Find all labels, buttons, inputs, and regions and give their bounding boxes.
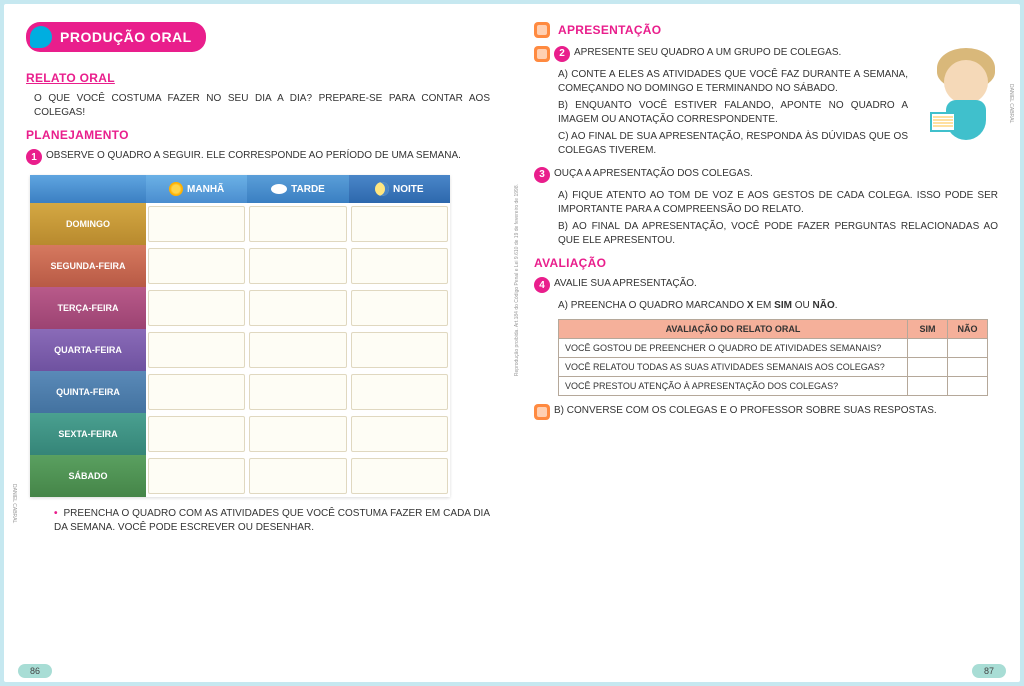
row-sexta: SEXTA-FEIRA: [30, 413, 450, 455]
page-left: PRODUÇÃO ORAL RELATO ORAL O QUE VOCÊ COS…: [4, 4, 512, 682]
eval-r1: VOCÊ GOSTOU DE PREENCHER O QUADRO DE ATI…: [559, 339, 908, 358]
item-2c: C) AO FINAL DE SUA APRESENTAÇÃO, RESPOND…: [534, 130, 908, 157]
header-corner: [30, 175, 146, 203]
credit-left: DANIEL CABRAL: [10, 484, 17, 523]
weekly-table: MANHÃ TARDE NOITE DOMINGO SEGUNDA-FEIRA …: [30, 175, 450, 497]
page-num-left: 86: [18, 664, 52, 678]
item-3a: A) FIQUE ATENTO AO TOM DE VOZ E AOS GEST…: [534, 189, 998, 216]
child-illustration: [926, 42, 1006, 152]
intro-text: O QUE VOCÊ COSTUMA FAZER NO SEU DIA A DI…: [26, 92, 490, 119]
credit-right: DANIEL CABRAL: [1007, 84, 1014, 123]
item-1: 1 OBSERVE O QUADRO A SEGUIR. ELE CORRESP…: [26, 149, 490, 165]
badge-label: PRODUÇÃO ORAL: [60, 28, 192, 47]
col-tarde: TARDE: [247, 175, 348, 203]
col-sim: SIM: [908, 319, 948, 338]
page-right: APRESENTAÇÃO 2 APRESENTE SEU QUADRO A UM…: [512, 4, 1020, 682]
row-terca: TERÇA-FEIRA: [30, 287, 450, 329]
bullet-icon: •: [54, 508, 58, 519]
leaf-icon: [30, 26, 52, 48]
sun-icon: [169, 182, 183, 196]
item-4b-row: B) CONVERSE COM OS COLEGAS E O PROFESSOR…: [534, 404, 998, 420]
book-spread: PRODUÇÃO ORAL RELATO ORAL O QUE VOCÊ COS…: [0, 0, 1024, 686]
title-apresentacao: APRESENTAÇÃO: [558, 22, 661, 38]
weekly-header: MANHÃ TARDE NOITE: [30, 175, 450, 203]
title-avaliacao: AVALIAÇÃO: [534, 255, 998, 271]
item-4a: A) PREENCHA O QUADRO MARCANDO X EM SIM O…: [534, 299, 998, 313]
item-2b: B) ENQUANTO VOCÊ ESTIVER FALANDO, APONTE…: [534, 99, 908, 126]
col-noite: NOITE: [349, 175, 450, 203]
item-4b: B) CONVERSE COM OS COLEGAS E O PROFESSOR…: [554, 404, 998, 418]
moon-icon: [375, 182, 389, 196]
title-planejamento: PLANEJAMENTO: [26, 127, 490, 143]
apresentacao-header: APRESENTAÇÃO: [534, 22, 998, 38]
num-3: 3: [534, 167, 550, 183]
item-3b: B) AO FINAL DA APRESENTAÇÃO, VOCÊ PODE F…: [534, 220, 998, 247]
item-3: 3 OUÇA A APRESENTAÇÃO DOS COLEGAS.: [534, 167, 998, 183]
item-2a: A) CONTE A ELES AS ATIVIDADES QUE VOCÊ F…: [534, 68, 908, 95]
talk-icon: [534, 404, 550, 420]
item-1-text: OBSERVE O QUADRO A SEGUIR. ELE CORRESPON…: [46, 149, 490, 163]
row-quarta: QUARTA-FEIRA: [30, 329, 450, 371]
page-num-right: 87: [972, 664, 1006, 678]
cloud-icon: [271, 184, 287, 194]
eval-r2: VOCÊ RELATOU TODAS AS SUAS ATIVIDADES SE…: [559, 358, 908, 377]
eval-r3: VOCÊ PRESTOU ATENÇÃO À APRESENTAÇÃO DOS …: [559, 377, 908, 396]
row-segunda: SEGUNDA-FEIRA: [30, 245, 450, 287]
pair-icon: [534, 46, 550, 62]
num-4: 4: [534, 277, 550, 293]
row-domingo: DOMINGO: [30, 203, 450, 245]
group-icon: [534, 22, 550, 38]
item-4: 4 AVALIE SUA APRESENTAÇÃO.: [534, 277, 998, 293]
eval-table: AVALIAÇÃO DO RELATO ORAL SIM NÃO VOCÊ GO…: [558, 319, 988, 397]
col-manha: MANHÃ: [146, 175, 247, 203]
col-nao: NÃO: [948, 319, 988, 338]
num-2: 2: [554, 46, 570, 62]
bullet-fill: •PREENCHA O QUADRO COM AS ATIVIDADES QUE…: [26, 507, 490, 534]
item-3-text: OUÇA A APRESENTAÇÃO DOS COLEGAS.: [554, 167, 998, 181]
row-quinta: QUINTA-FEIRA: [30, 371, 450, 413]
title-relato-oral: RELATO ORAL: [26, 70, 490, 86]
num-1: 1: [26, 149, 42, 165]
item-4-text: AVALIE SUA APRESENTAÇÃO.: [554, 277, 998, 291]
copyright-text: Reprodução proibida. Art.184 do Código P…: [514, 184, 521, 376]
badge-producao-oral: PRODUÇÃO ORAL: [26, 22, 206, 52]
eval-title: AVALIAÇÃO DO RELATO ORAL: [559, 319, 908, 338]
row-sabado: SÁBADO: [30, 455, 450, 497]
